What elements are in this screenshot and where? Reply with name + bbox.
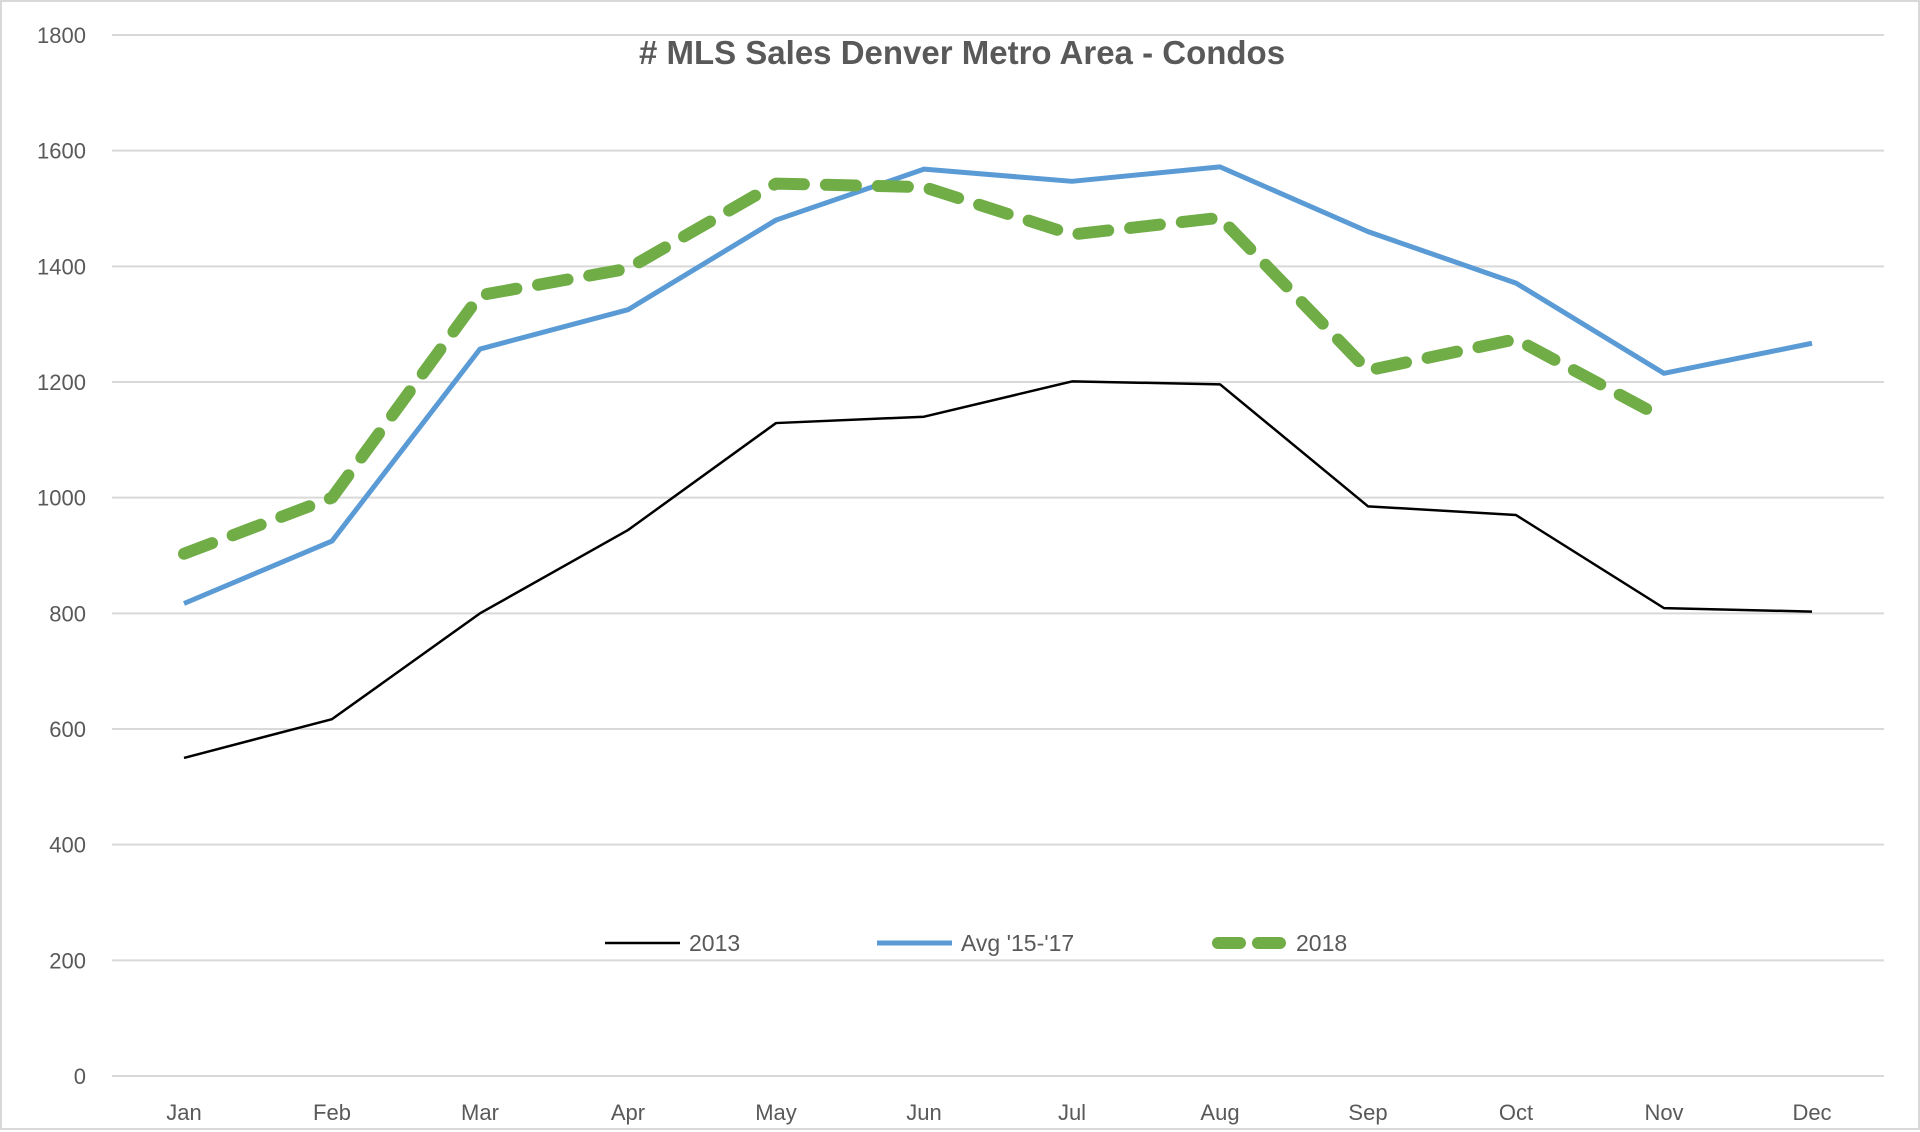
legend: 2013 Avg '15-'17 2018 [605, 930, 1347, 956]
y-tick-label: 600 [49, 717, 86, 742]
y-axis-ticks: 0 200 400 600 800 1000 1200 1400 1600 1800 [37, 23, 86, 1089]
x-tick-label: Jun [906, 1100, 941, 1125]
x-tick-label: Jan [166, 1100, 201, 1125]
gridlines [112, 34, 1884, 1077]
series-line-0 [183, 380, 1813, 760]
legend-label-2: 2018 [1296, 930, 1347, 956]
x-tick-label: Nov [1644, 1100, 1683, 1125]
legend-label-0: 2013 [689, 930, 740, 956]
chart-title: # MLS Sales Denver Metro Area - Condos [639, 34, 1285, 71]
series-line-2 [178, 177, 1670, 560]
y-tick-label: 1200 [37, 370, 86, 395]
y-tick-label: 1800 [37, 23, 86, 48]
x-tick-label: Sep [1348, 1100, 1387, 1125]
x-tick-label: Feb [313, 1100, 351, 1125]
x-axis-ticks: Jan Feb Mar Apr May Jun Jul Aug Sep Oct Nov Dec [166, 1100, 1831, 1125]
series-line-1 [183, 164, 1813, 606]
x-tick-label: Dec [1792, 1100, 1831, 1125]
x-tick-label: Jul [1058, 1100, 1086, 1125]
y-tick-label: 1000 [37, 486, 86, 511]
y-tick-label: 200 [49, 948, 86, 973]
x-tick-label: May [755, 1100, 797, 1125]
y-tick-label: 1400 [37, 254, 86, 279]
y-tick-label: 1600 [37, 139, 86, 164]
x-tick-label: Aug [1200, 1100, 1239, 1125]
y-tick-label: 0 [74, 1064, 86, 1089]
x-tick-label: Mar [461, 1100, 499, 1125]
series-lines [178, 164, 1813, 760]
legend-label-1: Avg '15-'17 [961, 930, 1074, 956]
y-tick-label: 400 [49, 833, 86, 858]
x-tick-label: Apr [611, 1100, 645, 1125]
y-tick-label: 800 [49, 601, 86, 626]
x-tick-label: Oct [1499, 1100, 1533, 1125]
